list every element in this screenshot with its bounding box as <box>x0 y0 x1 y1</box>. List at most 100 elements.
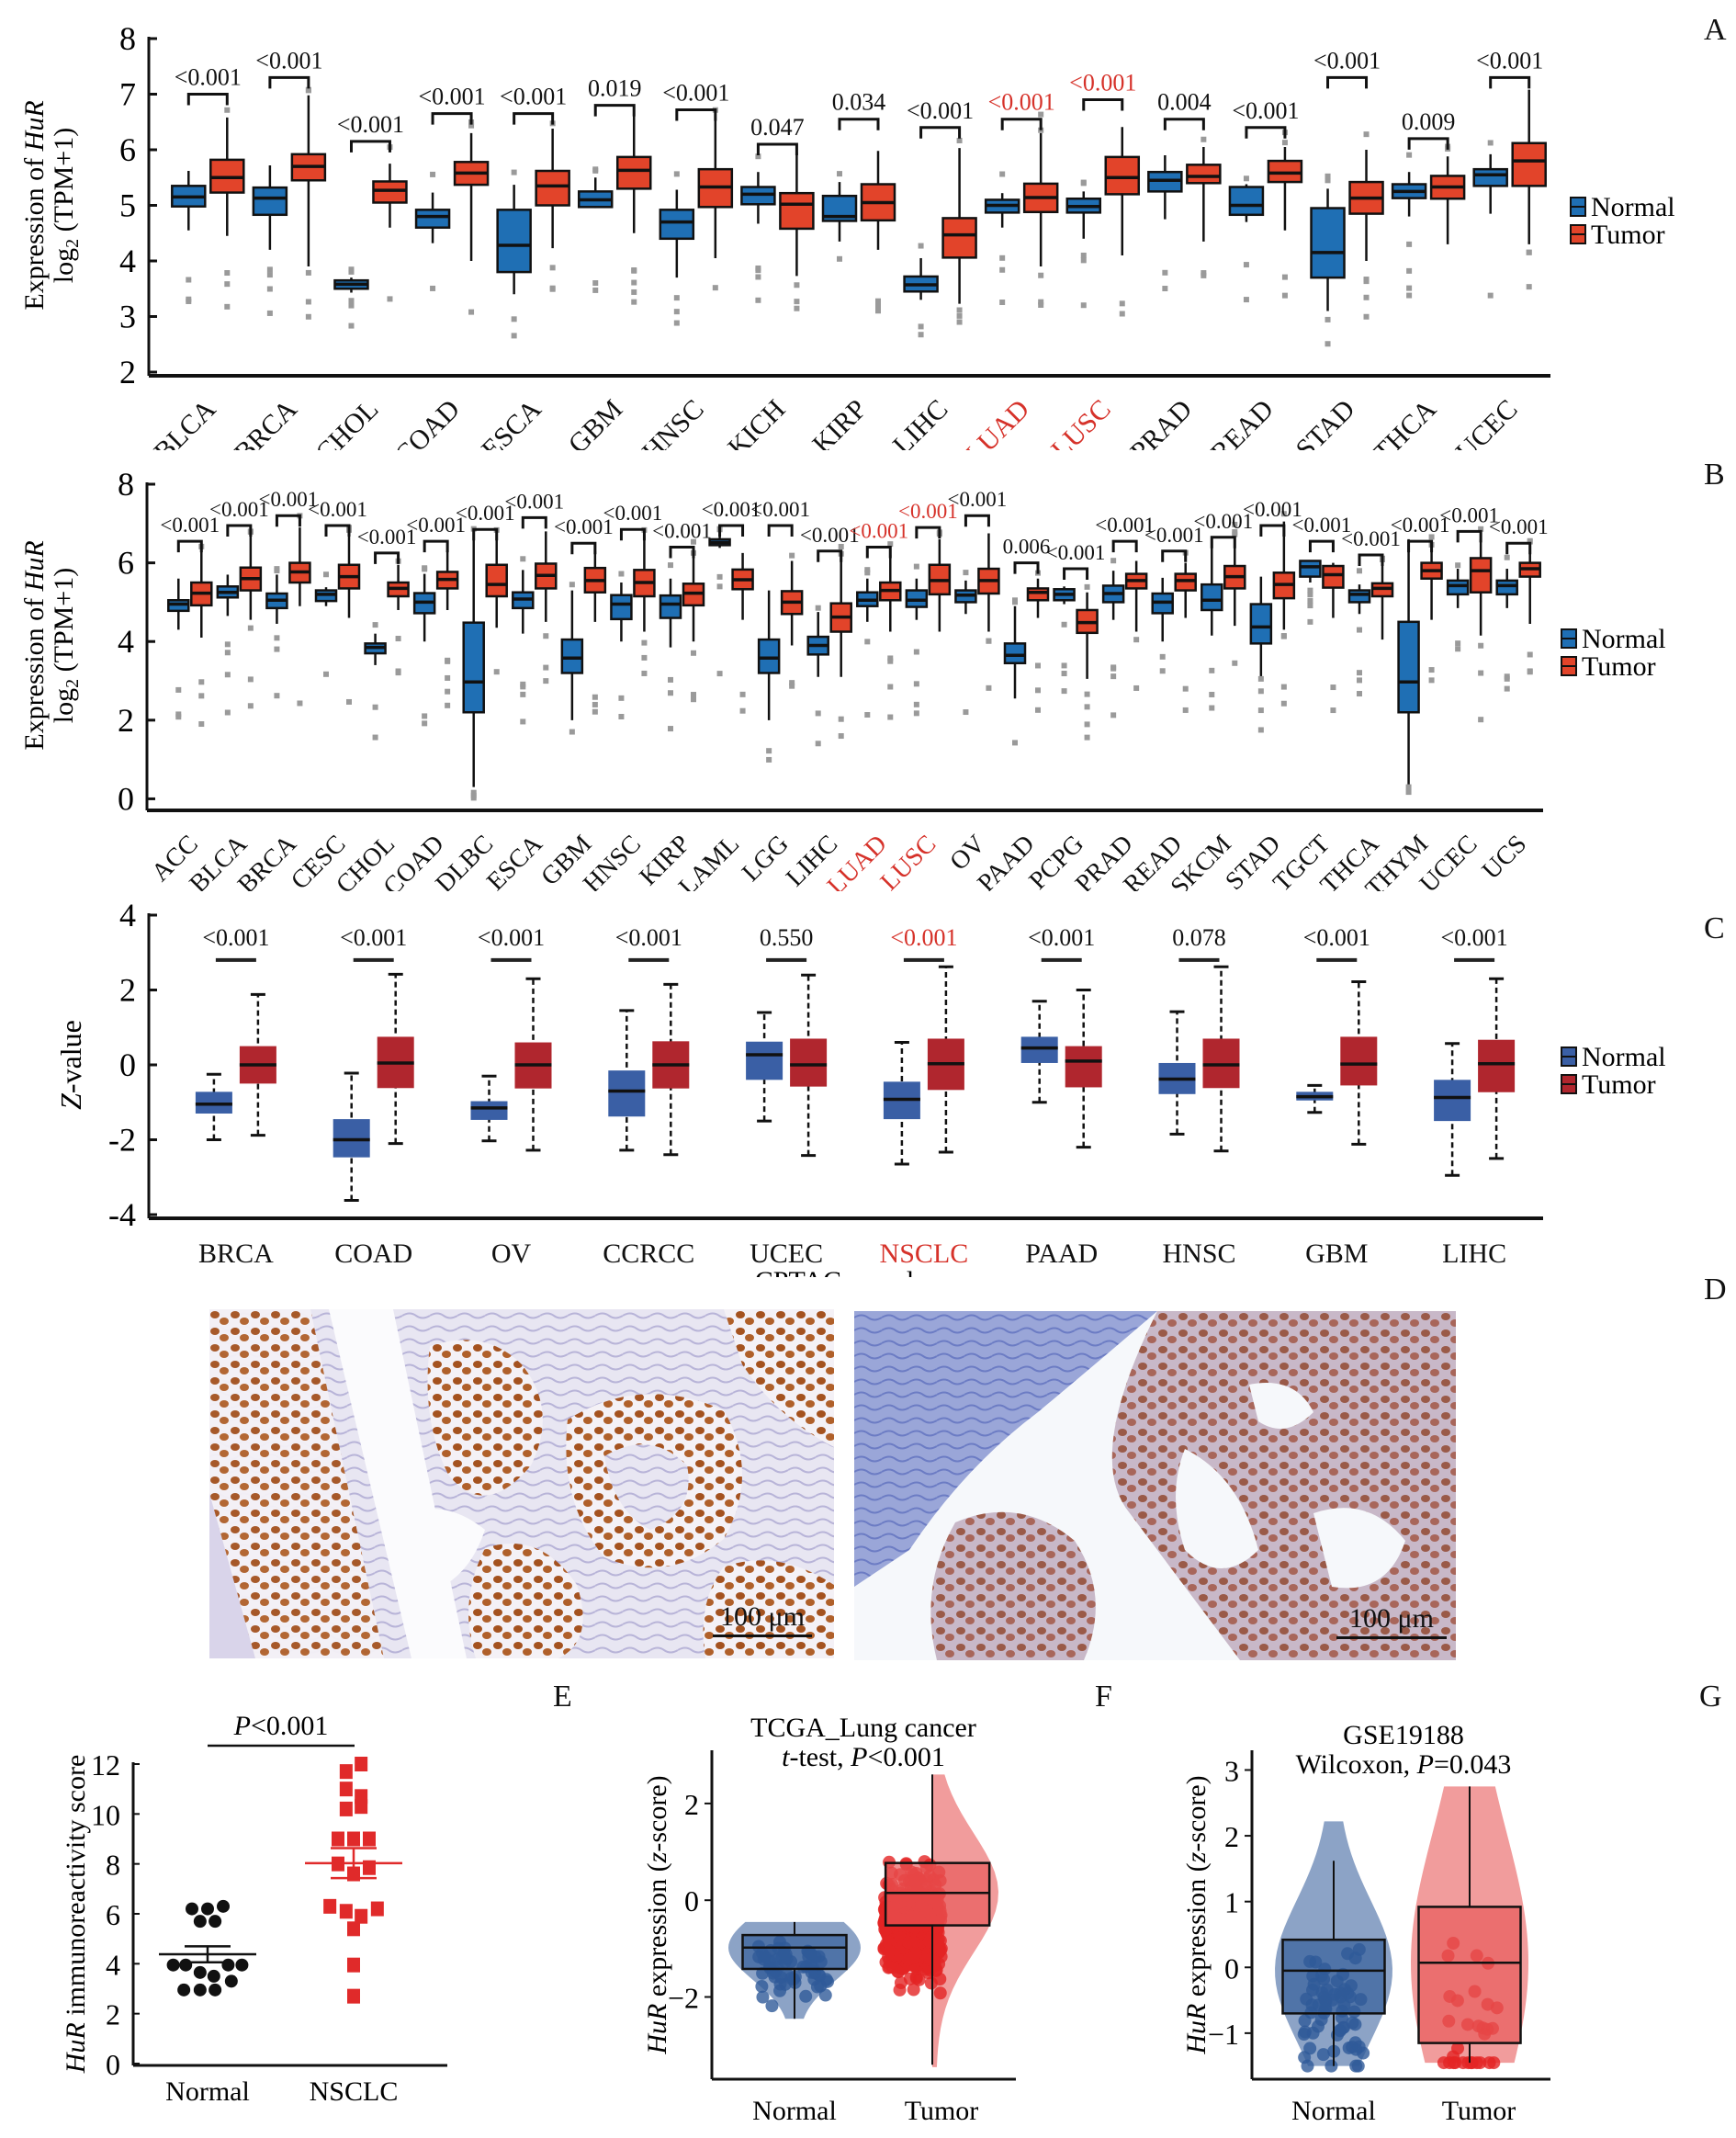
outlier-point <box>1110 673 1117 680</box>
outlier-point <box>815 741 821 747</box>
box-normal-hnsc <box>659 209 695 241</box>
p-value-label: <0.001 <box>357 526 417 549</box>
box-tumor-tgct <box>1322 564 1345 589</box>
outlier-point <box>422 565 428 571</box>
box-normal-dlbc <box>462 621 485 714</box>
x-tick-label: UCEC <box>750 1239 823 1269</box>
p-value-label: <0.001 <box>988 89 1055 116</box>
outlier-point <box>986 684 992 691</box>
y-axis-label: HuR expression (z-score) <box>1181 1775 1212 2054</box>
outlier-point <box>372 734 378 741</box>
p-value-label: <0.001 <box>1476 47 1543 74</box>
outlier-point <box>1307 603 1313 609</box>
outlier-point <box>631 279 637 286</box>
outlier-point <box>838 543 844 549</box>
outlier-point <box>445 702 451 708</box>
outlier-point <box>1307 592 1313 598</box>
significance-bracket <box>423 539 449 553</box>
scale-bar-left: 100 μm <box>713 1601 812 1637</box>
outlier-point <box>348 268 355 275</box>
outlier-point <box>913 649 919 655</box>
y-tick-label: 6 <box>106 1898 120 1931</box>
p-value-label: <0.001 <box>800 524 860 547</box>
y-tick-label: −2 <box>668 1982 699 2015</box>
data-point-nsclc <box>339 1801 353 1816</box>
y-tick-label: 7 <box>119 76 136 113</box>
data-point-tumor <box>893 1983 907 1997</box>
outlier-point <box>1363 294 1370 300</box>
outlier-point <box>864 570 871 576</box>
p-value-label: <0.001 <box>898 500 958 523</box>
y-tick-label: 8 <box>118 466 134 503</box>
outlier-point <box>1209 705 1215 711</box>
significance-bracket <box>268 75 310 89</box>
y-tick-label: -2 <box>108 1122 136 1159</box>
data-point-tumor <box>883 1944 896 1958</box>
outlier-point <box>520 684 526 690</box>
outlier-point <box>618 695 625 701</box>
data-point-normal <box>193 1983 207 1997</box>
outlier-point <box>592 287 599 293</box>
significance-bracket <box>1245 126 1287 139</box>
outlier-point <box>986 638 992 644</box>
significance-bracket <box>669 545 695 559</box>
significance-bracket <box>838 118 880 130</box>
outlier-point <box>887 655 894 662</box>
outlier-point <box>470 792 477 798</box>
x-tick-label: Normal <box>165 2076 250 2107</box>
data-point-normal <box>1303 2042 1317 2055</box>
x-tick-label: LIHC <box>1442 1239 1506 1269</box>
x-tick-label: PAAD <box>1025 1239 1098 1269</box>
outlier-point <box>1110 558 1117 564</box>
significance-bracket <box>964 514 990 527</box>
p-value-label: <0.001 <box>255 47 322 74</box>
outlier-point <box>422 713 428 719</box>
significance-bracket <box>1161 549 1188 562</box>
data-point-nsclc <box>339 1782 353 1797</box>
outlier-point <box>198 679 205 685</box>
p-value-label: <0.001 <box>478 924 545 951</box>
panel-c-boxplot: -4 -2 0 2 4 Z-value <0.001 BRCA <0.001 COAD <0.001… <box>54 897 1666 1277</box>
scale-bar-right-label: 100 μm <box>1349 1603 1434 1634</box>
outlier-point <box>1504 675 1510 682</box>
box-normal-thym <box>1397 620 1420 714</box>
outlier-point <box>186 298 192 304</box>
p-value-label: 0.034 <box>832 89 886 116</box>
data-point-nsclc <box>323 1898 337 1914</box>
y-tick-label: 3 <box>119 299 136 335</box>
p-value-label: <0.001 <box>160 514 220 537</box>
box-normal <box>741 1933 848 1971</box>
outlier-point <box>864 639 871 645</box>
ihc-texture-left <box>209 1309 834 1658</box>
outlier-point <box>247 676 254 683</box>
data-point-nsclc <box>370 1901 384 1917</box>
outlier-point <box>543 678 549 684</box>
outlier-point <box>1406 241 1413 247</box>
data-point-nsclc <box>339 1904 353 1919</box>
outlier-point <box>1257 675 1264 682</box>
outlier-point <box>739 691 746 697</box>
data-point-normal <box>1348 2036 1362 2050</box>
y-tick-label: 0 <box>684 1884 699 1917</box>
outlier-point <box>323 571 329 578</box>
outlier-point <box>1243 262 1249 268</box>
data-point-normal <box>1316 2048 1330 2062</box>
box-tumor <box>884 1861 991 1927</box>
outlier-point <box>668 690 673 696</box>
outlier-point <box>864 567 871 573</box>
outlier-point <box>186 277 192 283</box>
scale-bar-right-line <box>1336 1636 1447 1639</box>
box-normal-kirp <box>659 594 682 619</box>
p-value-label: 0.019 <box>588 75 642 102</box>
legend-label-normal: Normal <box>1591 192 1675 222</box>
outlier-point <box>999 255 1006 261</box>
box-normal-esca <box>496 209 532 274</box>
data-point-tumor <box>907 1983 920 1997</box>
outlier-point <box>716 583 723 590</box>
outlier-point <box>266 286 273 292</box>
outlier-point <box>1012 597 1018 604</box>
outlier-point <box>224 672 231 678</box>
outlier-point <box>1527 538 1533 545</box>
p-value-label: <0.001 <box>202 924 269 951</box>
